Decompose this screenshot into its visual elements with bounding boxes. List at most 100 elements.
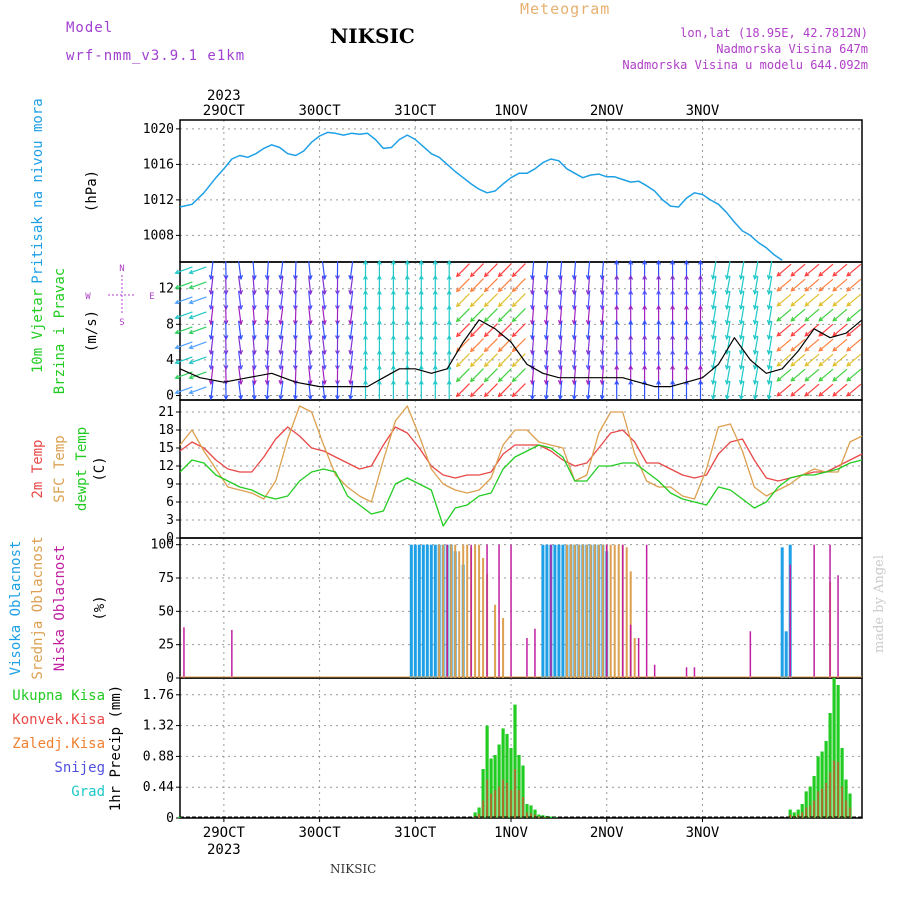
wind-arrow-head <box>642 259 648 265</box>
wind-arrow-head <box>670 319 676 325</box>
wind-arrow <box>559 260 563 280</box>
wind-arrow <box>456 293 470 307</box>
cloud-mid-bar <box>585 544 588 678</box>
wind-arrow <box>776 263 792 277</box>
precip-conv-bar <box>526 812 528 818</box>
wind-arrow-head <box>614 349 620 355</box>
wind-arrow-head <box>497 347 503 353</box>
wind-arrow-head <box>804 301 810 307</box>
wind-arrow <box>832 263 848 277</box>
precip-total-bar <box>505 734 509 818</box>
wind-arrow <box>266 365 269 385</box>
cloud-mid-bar <box>629 571 632 678</box>
wind-arrow-head <box>698 289 703 295</box>
wind-arrow-head <box>684 274 689 280</box>
wind-arrow-head <box>278 394 284 401</box>
wind-arrow <box>846 368 862 382</box>
wind-arrow-head <box>790 316 796 322</box>
wind-arrow-head <box>174 269 180 275</box>
wind-arrow-head <box>238 334 244 341</box>
wind-arrow-head <box>656 319 662 325</box>
wind-arrow-head <box>818 361 824 367</box>
wind-arrow-head <box>698 334 703 340</box>
wind-arrow-head <box>684 349 689 355</box>
cloud-low-bar <box>446 544 448 678</box>
wind-arrow-head <box>278 334 284 341</box>
wind-arrow <box>531 335 535 355</box>
wind-arrow-head <box>752 379 758 386</box>
temperature-tick-label: 18 <box>158 423 174 438</box>
wind-arrow <box>712 365 717 385</box>
wind-arrow <box>498 383 512 397</box>
wind-arrow <box>804 368 820 382</box>
wind-arrow-head <box>483 317 489 323</box>
cloud-low-bar <box>526 638 528 678</box>
wind-arrow-head <box>292 395 298 401</box>
compass-east-label: E <box>149 292 154 302</box>
bottom-day-label: 31OCT <box>394 825 437 841</box>
wind-arrow <box>531 365 535 385</box>
cloud-low-bar <box>231 630 233 678</box>
wind-arrow <box>601 260 605 280</box>
wind-arrow <box>832 278 848 292</box>
wind-arrow <box>470 293 484 307</box>
wind-arrow-head <box>804 286 810 292</box>
cloud-mid-bar <box>450 544 453 678</box>
wind-arrow-head <box>698 364 703 370</box>
wind-arrow-head <box>446 349 452 355</box>
wind-arrow <box>559 290 563 310</box>
wind-arrow <box>545 350 549 370</box>
wind-arrow-head <box>846 361 852 367</box>
wind-arrow <box>531 350 535 370</box>
precip-total-bar <box>489 758 493 818</box>
top-day-label: 3NOV <box>686 103 720 119</box>
temperature-dewpt-line <box>179 444 863 527</box>
wind-arrow-head <box>804 376 810 382</box>
wind-arrow <box>776 278 792 292</box>
cloud-mid-bar <box>581 544 584 678</box>
wind-arrow <box>349 261 354 279</box>
wind-arrow-head <box>238 379 244 386</box>
wind-arrow <box>587 335 591 355</box>
precip-conv-bar <box>546 817 548 818</box>
wind-arrow <box>175 296 193 304</box>
wind-arrow <box>776 293 792 307</box>
cloud-mid-bar <box>617 544 620 678</box>
wind-arrow-head <box>832 346 838 352</box>
pressure-axis-unit: (hPa) <box>84 170 100 212</box>
wind-arrow-head <box>711 274 716 281</box>
wind-arrow-head <box>818 316 824 322</box>
wind-arrow-head <box>656 304 662 310</box>
wind-arrow-head <box>557 395 563 401</box>
wind-arrow-head <box>238 319 244 326</box>
wind-arrow <box>266 380 269 400</box>
cloud-low-bar <box>183 627 185 678</box>
wind-arrow <box>484 323 498 337</box>
wind-arrow-head <box>362 259 368 265</box>
wind-arrow <box>456 308 470 322</box>
wind-arrow <box>175 311 193 319</box>
wind-arrow-head <box>251 395 257 401</box>
wind-arrow <box>601 335 605 355</box>
wind-arrow <box>768 290 773 310</box>
cloud-high-bar <box>553 544 557 678</box>
wind-arrow-head <box>497 287 503 293</box>
wind-arrow-head <box>724 334 730 341</box>
wind-arrow-head <box>804 391 810 397</box>
wind-arrow <box>790 338 806 352</box>
wind-arrow-head <box>348 394 354 401</box>
wind-arrow-head <box>738 304 744 311</box>
wind-arrow-head <box>278 289 284 296</box>
wind-arrow <box>252 335 256 355</box>
wind-arrow-head <box>698 304 703 310</box>
bottom-year-label: 2023 <box>207 842 241 858</box>
wind-arrow-head <box>278 274 284 281</box>
precip-conv-bar <box>542 817 544 818</box>
wind-arrow <box>776 338 792 352</box>
cloud-low-bar <box>749 631 752 678</box>
wind-tick-label: 8 <box>166 317 174 332</box>
cloud-high-bar <box>429 544 433 678</box>
wind-arrow-head <box>497 377 503 383</box>
wind-arrow-head <box>497 392 503 398</box>
